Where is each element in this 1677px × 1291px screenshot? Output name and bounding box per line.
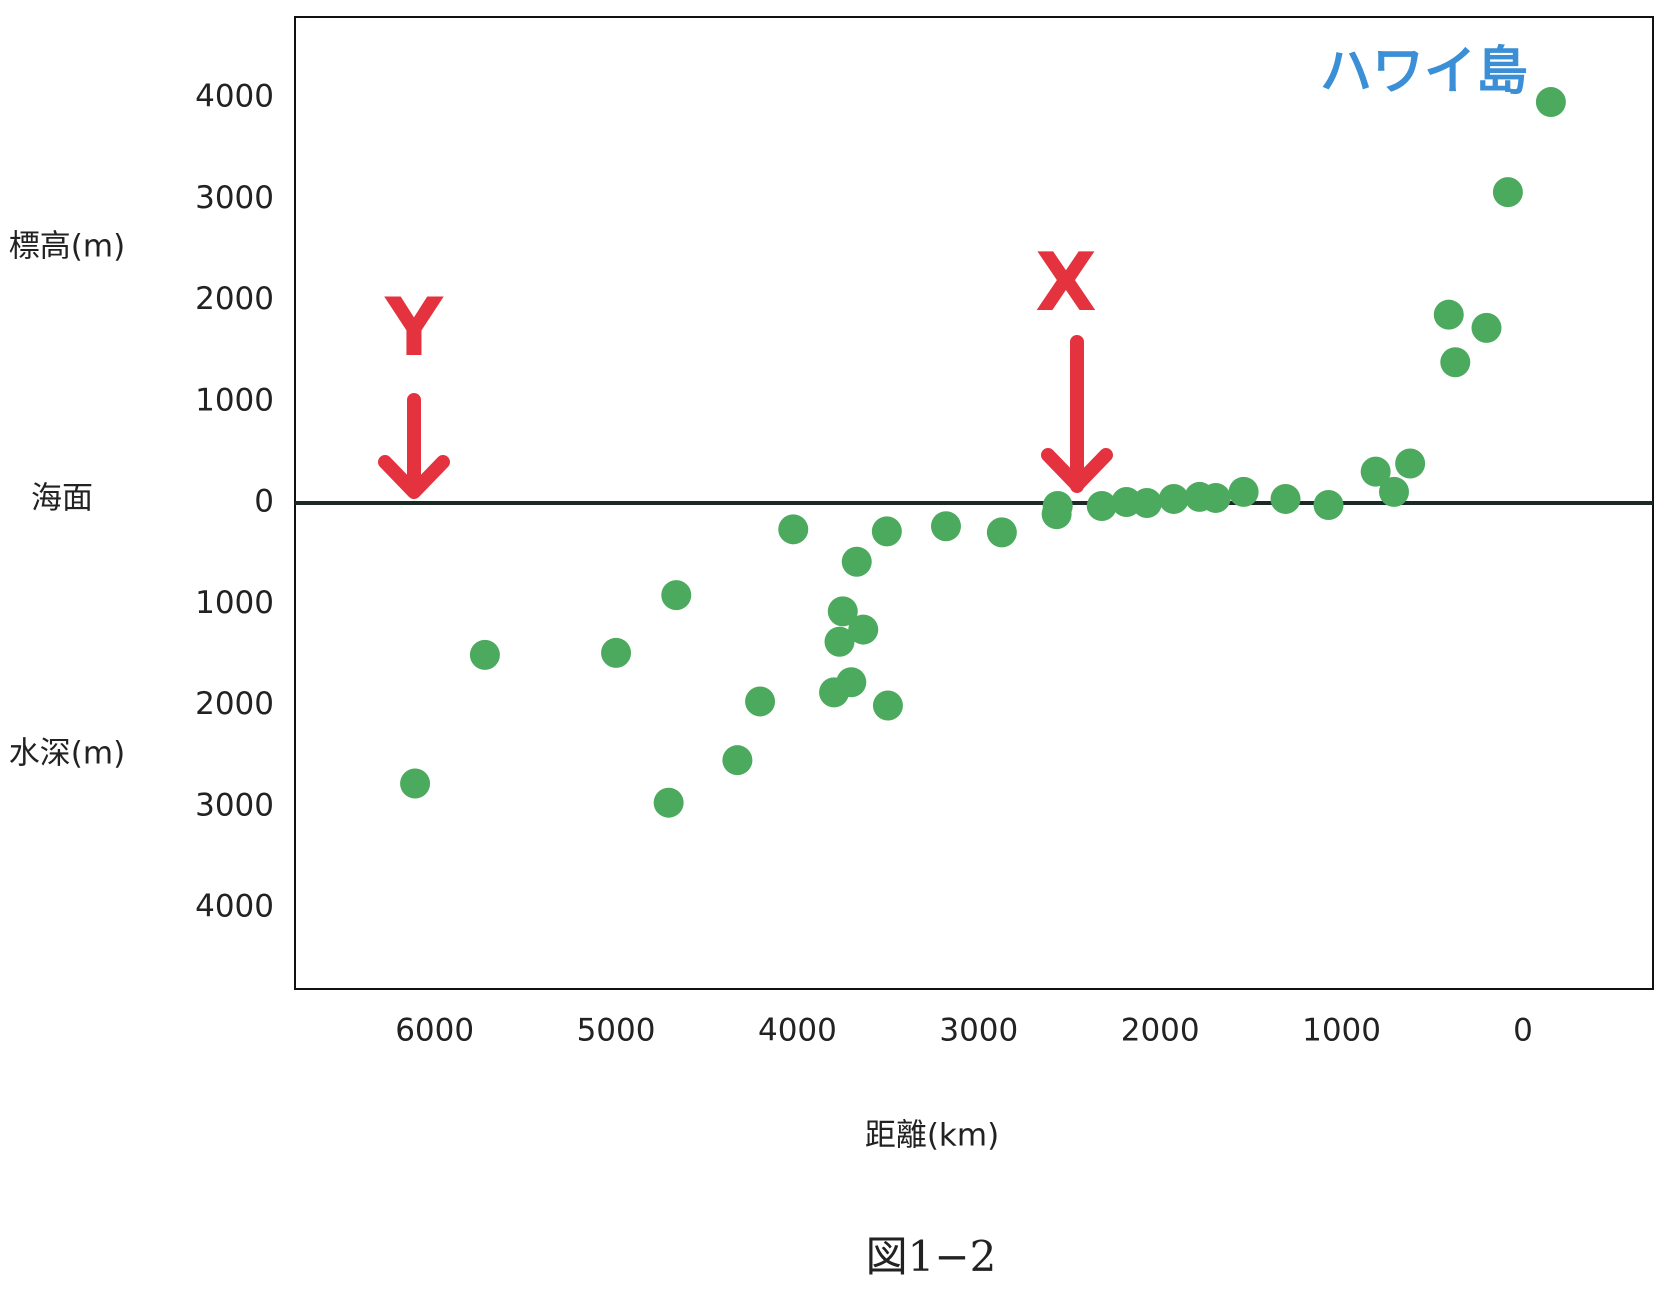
x-tick-label: 0 (1513, 1013, 1533, 1049)
y-tick-label: 4000 (195, 79, 274, 115)
annotation: Y (384, 281, 444, 374)
point (1492, 177, 1523, 208)
annotation: X (1035, 236, 1097, 329)
y-tick-label: 2000 (195, 281, 274, 317)
y-tick-label: 1000 (195, 585, 274, 621)
point (986, 517, 1017, 548)
point (1360, 456, 1391, 487)
point (872, 690, 903, 721)
x-tick-label: 1000 (1302, 1013, 1381, 1049)
arrows (378, 335, 1113, 499)
point (1440, 347, 1471, 378)
y-tick-label: 3000 (195, 180, 274, 216)
point (745, 686, 776, 717)
x-tick-label: 5000 (577, 1013, 656, 1049)
x-tick-label: 6000 (395, 1013, 474, 1049)
arrow-y (378, 393, 450, 499)
y-tick-label: 4000 (195, 889, 274, 925)
point (871, 516, 902, 547)
point (778, 514, 809, 545)
y-label-bottom: 水深(m) (9, 736, 125, 772)
point (841, 546, 872, 577)
point (1086, 491, 1117, 522)
point (469, 639, 500, 670)
x-tick-label: 4000 (758, 1013, 837, 1049)
point (1158, 483, 1189, 514)
point (1184, 481, 1215, 512)
point (824, 626, 855, 657)
arrow-x (1041, 335, 1113, 493)
point (601, 637, 632, 668)
point (1395, 448, 1426, 479)
point (848, 614, 879, 645)
point (1535, 87, 1566, 118)
sea-level-label: 海面 (31, 481, 93, 517)
y-tick-label: 2000 (195, 686, 274, 722)
y-tick-label: 3000 (195, 787, 274, 823)
x-axis-label: 距離(km) (865, 1118, 999, 1154)
point (1041, 499, 1072, 530)
point (819, 677, 850, 708)
point (1111, 486, 1142, 517)
point (1471, 312, 1502, 343)
annotation: ハワイ島 (1320, 42, 1528, 102)
point (1378, 476, 1409, 507)
point (653, 787, 684, 818)
point (722, 745, 753, 776)
point (661, 580, 692, 611)
point (1270, 483, 1301, 514)
caption: 図1−2 (866, 1232, 997, 1281)
x-tick-label: 2000 (1121, 1013, 1200, 1049)
point (400, 768, 431, 799)
x-tick-label: 3000 (939, 1013, 1018, 1049)
y-tick-label: 0 (254, 484, 274, 520)
point (1433, 299, 1464, 330)
point (827, 596, 858, 627)
point (930, 511, 961, 542)
y-tick-label: 1000 (195, 382, 274, 418)
y-label-top: 標高(m) (9, 229, 125, 265)
point (1313, 490, 1344, 521)
point (1228, 476, 1259, 507)
